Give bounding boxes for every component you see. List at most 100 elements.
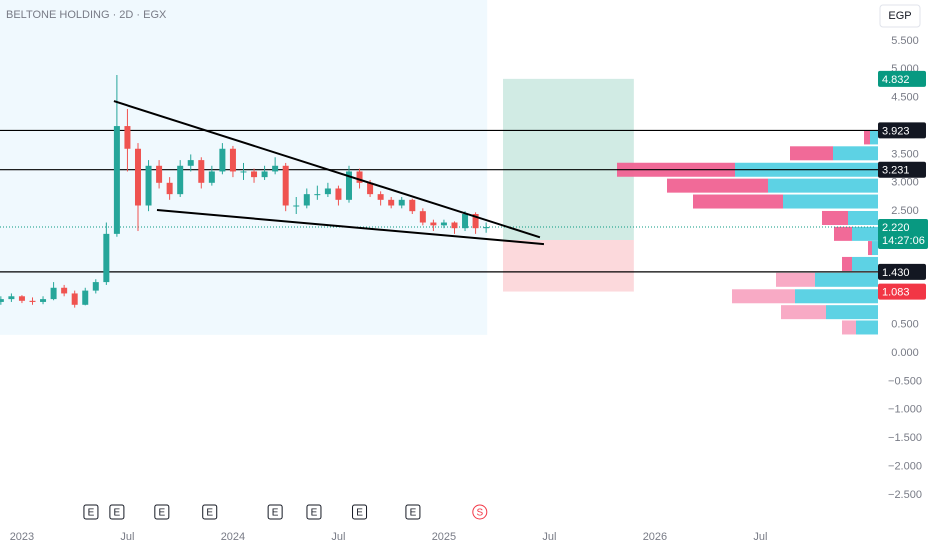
candle-body: [113, 126, 120, 234]
currency-label[interactable]: EGP: [888, 10, 911, 22]
candle-body: [356, 171, 363, 183]
volume-down: [842, 256, 852, 271]
candle-body: [71, 293, 78, 305]
candle-body: [166, 182, 173, 195]
event-label: E: [114, 508, 121, 519]
candle-body: [240, 171, 247, 173]
volume-down: [776, 272, 815, 287]
level-label: 3.231: [882, 165, 910, 177]
volume-up: [815, 272, 878, 287]
volume-up: [852, 226, 878, 241]
x-tick-label: Jul: [753, 531, 767, 543]
volume-down: [790, 146, 833, 161]
x-tick-label: Jul: [331, 531, 345, 543]
volume-up: [826, 305, 878, 320]
event-label: E: [356, 508, 363, 519]
level-box: [878, 122, 926, 139]
volume-up: [795, 289, 878, 304]
x-tick-label: Jul: [120, 531, 134, 543]
candle-body: [462, 214, 469, 229]
volume-up: [768, 178, 878, 193]
candle-body: [145, 165, 152, 206]
candle-body: [229, 148, 236, 172]
event-label: E: [311, 508, 318, 519]
loss-zone: [503, 239, 634, 292]
candle-body: [303, 194, 310, 206]
candle-body: [8, 296, 15, 300]
candle-body: [156, 165, 163, 183]
event-icon: [405, 504, 421, 520]
trendline: [113, 100, 541, 239]
candle-body: [251, 171, 258, 178]
volume-up: [870, 130, 878, 145]
event-icon: [202, 504, 218, 520]
candle-body: [82, 290, 89, 305]
candle-body: [419, 211, 426, 223]
candle-body: [219, 148, 226, 172]
candle-body: [472, 214, 479, 229]
event-label: E: [410, 508, 417, 519]
candle-body: [187, 160, 194, 166]
candle-body: [398, 199, 405, 206]
volume-up: [848, 210, 878, 225]
candle-body: [177, 165, 184, 195]
event-label: E: [206, 508, 213, 519]
candle-body: [293, 205, 300, 207]
volume-up: [783, 194, 878, 209]
x-tick-label: 2025: [432, 531, 456, 543]
candle-body: [409, 199, 416, 212]
x-tick-label: Jul: [542, 531, 556, 543]
candle-body: [282, 165, 289, 206]
event-icon: [306, 504, 322, 520]
candle-body: [367, 182, 374, 195]
event-label: E: [272, 508, 279, 519]
candle-body: [483, 227, 490, 229]
candle-body: [18, 296, 25, 301]
event-label: E: [88, 508, 95, 519]
event-icon: [109, 504, 125, 520]
event-icon: [83, 504, 99, 520]
volume-up: [833, 146, 878, 161]
candle-body: [103, 233, 110, 283]
candle-body: [92, 282, 99, 291]
volume-down: [842, 320, 856, 335]
level-label: 3.923: [882, 125, 910, 137]
candle-body: [345, 171, 352, 200]
volume-down: [732, 289, 795, 304]
currency-button[interactable]: [879, 4, 921, 28]
event-icon: [472, 504, 488, 520]
volume-down: [667, 178, 768, 193]
candle-body: [377, 194, 384, 200]
volume-down: [864, 130, 870, 145]
y-tick-label: 3.500: [891, 148, 919, 160]
target-box: [878, 70, 926, 87]
y-tick-label: −1.500: [888, 432, 922, 444]
candle-body: [208, 171, 215, 183]
y-tick-label: −0.500: [888, 375, 922, 387]
candle-body: [388, 199, 395, 206]
candle-body: [451, 222, 458, 229]
last-price-label: 2.220: [882, 222, 910, 234]
volume-down: [693, 194, 783, 209]
volume-down: [781, 305, 826, 320]
candle-body: [335, 188, 342, 200]
event-icon: [154, 504, 170, 520]
event-icon: [267, 504, 283, 520]
x-tick-label: 2023: [10, 531, 34, 543]
x-tick-label: 2024: [221, 531, 245, 543]
profit-zone: [503, 78, 634, 240]
volume-up: [852, 256, 878, 271]
event-label: S: [476, 508, 483, 519]
stop-box: [878, 283, 926, 300]
candle-body: [124, 126, 131, 149]
candle-body: [198, 160, 205, 183]
volume-up: [856, 320, 878, 335]
y-tick-label: 5.500: [891, 35, 919, 47]
y-tick-label: 0.500: [891, 319, 919, 331]
candle-body: [272, 165, 279, 172]
chart-title: BELTONE HOLDING · 2D · EGX: [6, 9, 167, 21]
candle-body: [0, 299, 4, 302]
candle-body: [29, 300, 36, 302]
